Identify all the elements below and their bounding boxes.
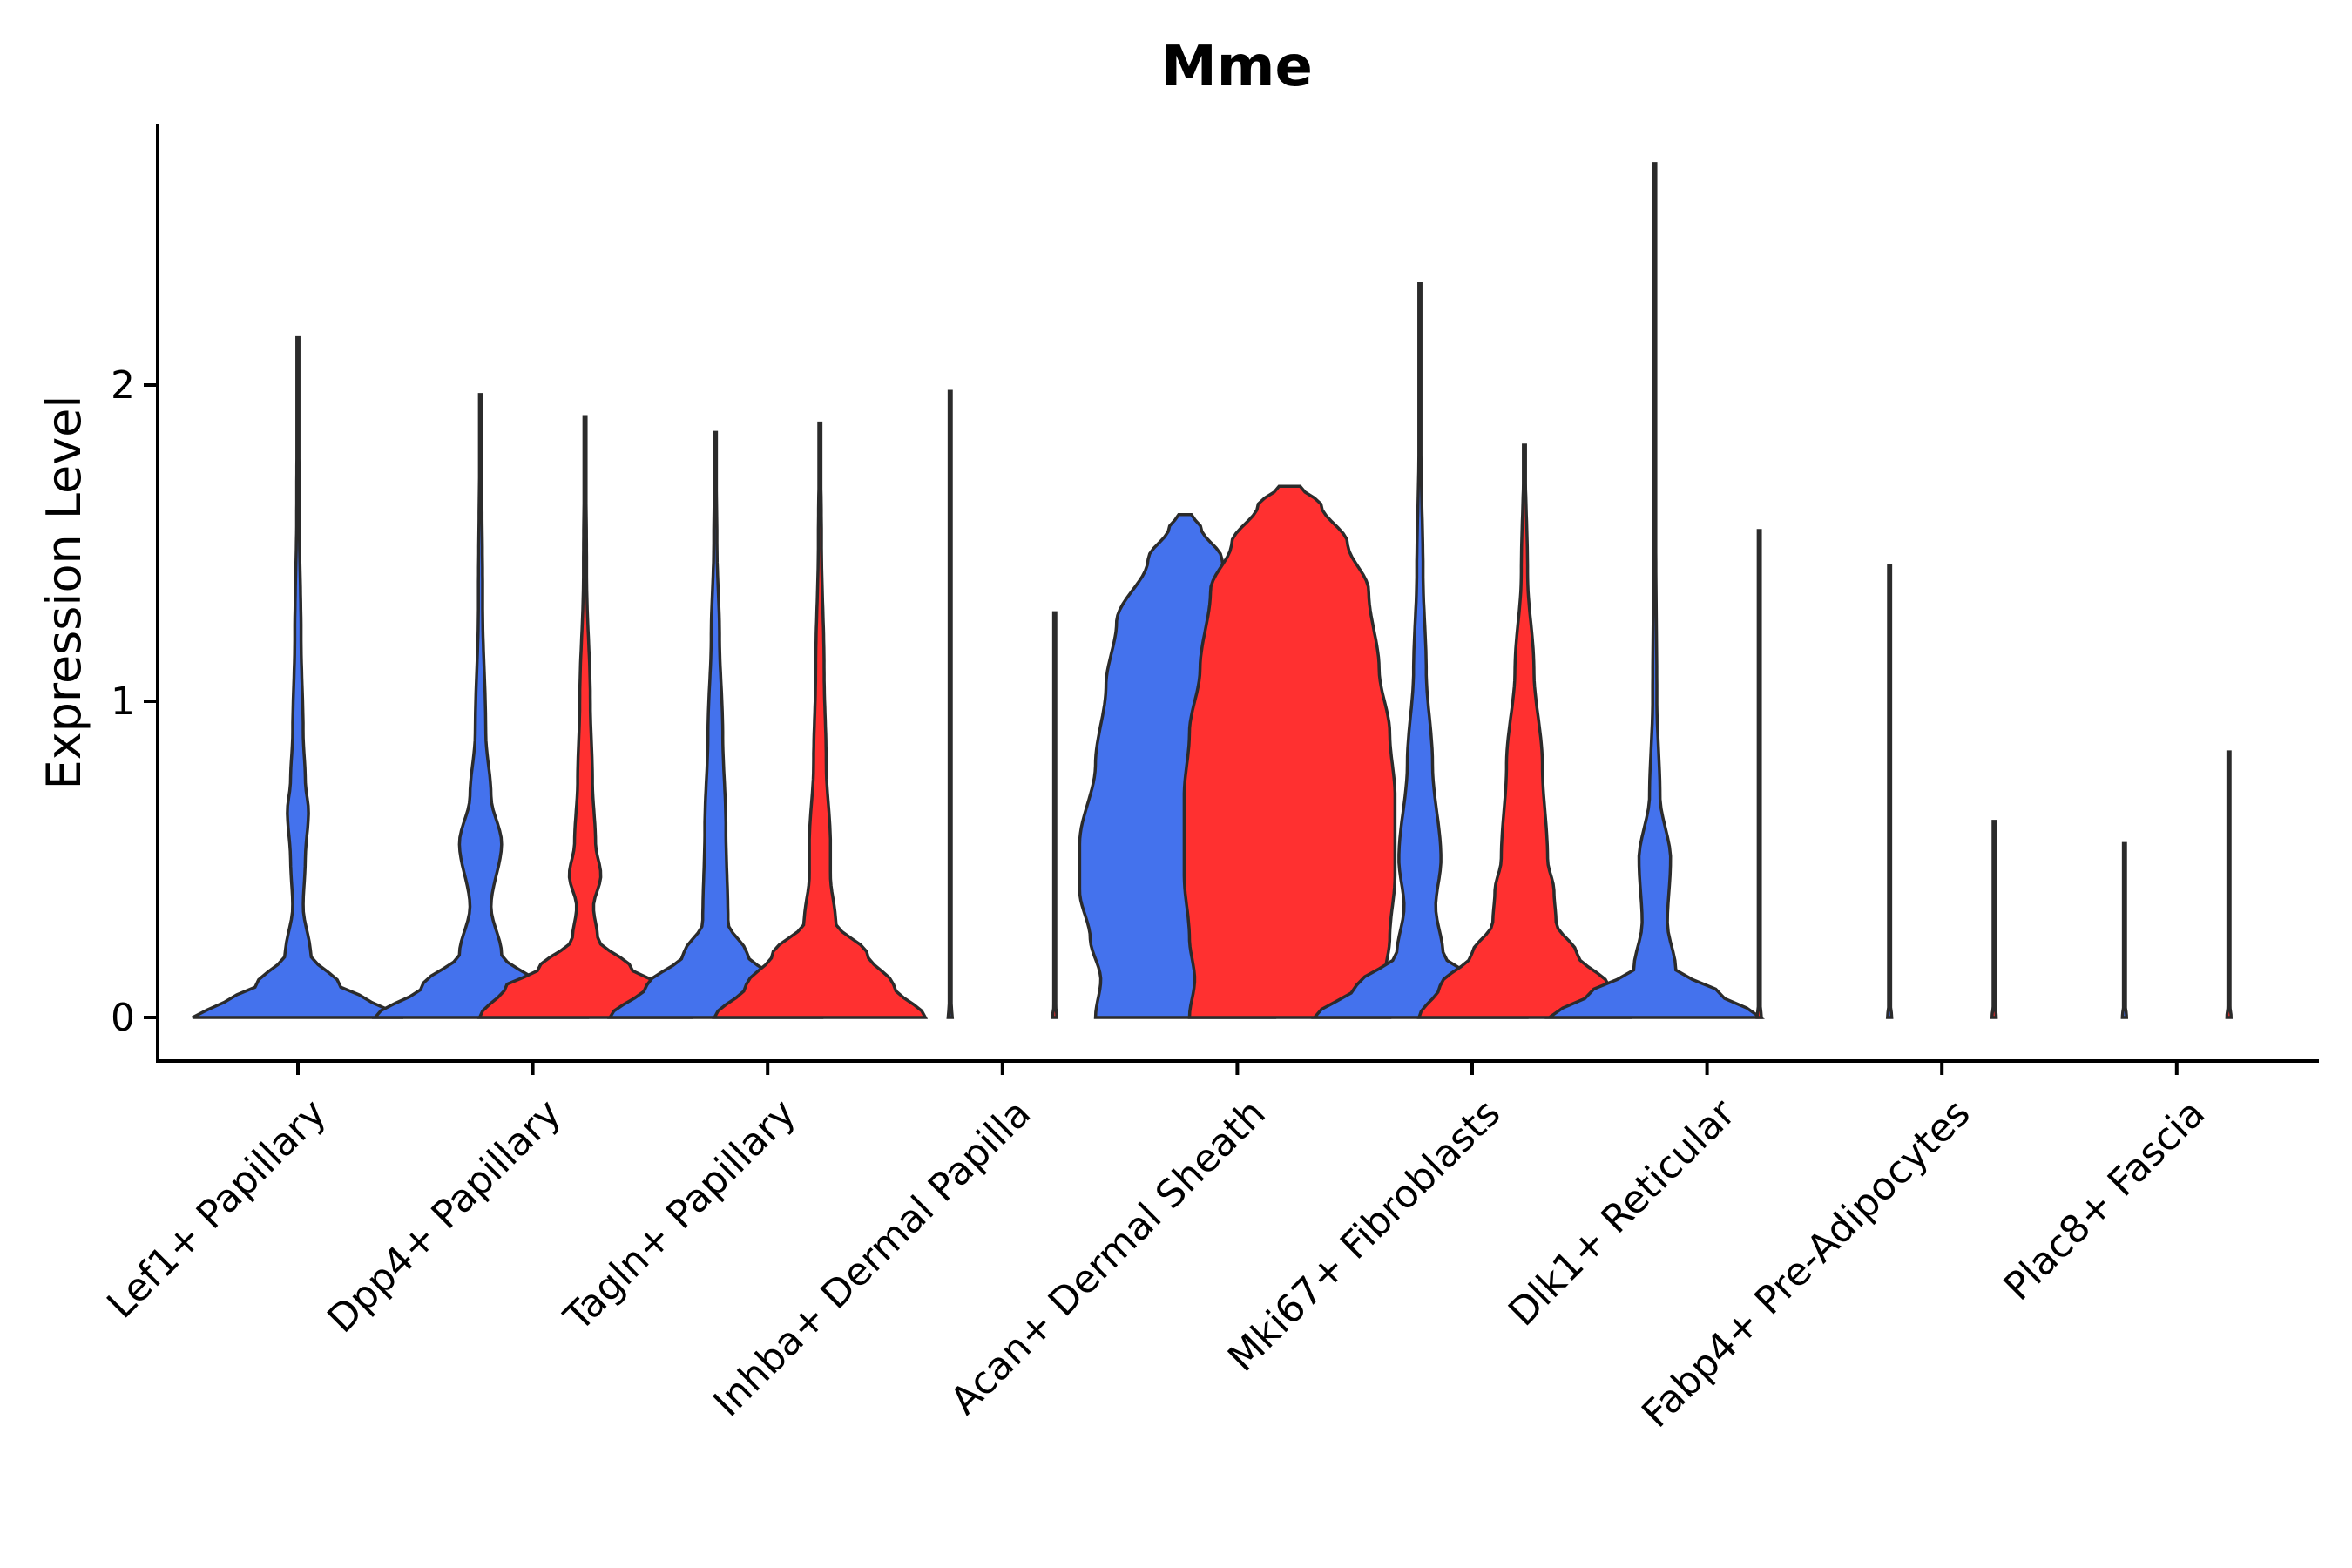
- violin-dlk1-reticular-red: [1755, 529, 1763, 1019]
- violin-mki67-fibroblasts-red: [1416, 443, 1632, 1019]
- violin-tagln-papillary-red: [712, 421, 929, 1019]
- violin-inhba-dermal-papilla-red: [1051, 611, 1059, 1019]
- violin-inhba-dermal-papilla-blue: [946, 389, 955, 1019]
- violin-tagln-papillary-blue: [607, 430, 824, 1019]
- y-axis-label: Expression Level: [37, 395, 91, 790]
- violins-layer: [192, 162, 2234, 1019]
- x-tick-label-tagln-papillary: Tagln+ Papillary: [555, 1091, 804, 1340]
- violin-fabp4-pre-adipocytes-blue: [1885, 564, 1894, 1019]
- violin-plac8-fascia-blue: [2120, 841, 2129, 1019]
- violin-acan-dermal-sheath-red: [1182, 484, 1397, 1019]
- violin-dpp4-papillary-red: [476, 415, 693, 1019]
- axes-frame: [156, 124, 2319, 1063]
- violin-mki67-fibroblasts-blue: [1311, 282, 1529, 1019]
- y-tick-label: 2: [111, 363, 135, 408]
- x-tick-label-plac8-fascia: Plac8+ Fascia: [1996, 1091, 2214, 1309]
- violin-lef1-papillary-blue: [192, 335, 404, 1019]
- y-ticks: 0 1 2: [111, 363, 158, 1040]
- y-tick-label: 0: [111, 996, 135, 1040]
- x-tick-label-dpp4-papillary: Dpp4+ Papillary: [319, 1091, 570, 1342]
- violin-dlk1-reticular-blue: [1544, 162, 1766, 1019]
- violin-dpp4-papillary-blue: [371, 393, 590, 1019]
- x-tick-label-mki67-fibroblasts: Mki67+ Fibroblasts: [1220, 1091, 1509, 1380]
- chart-title: Mme: [1161, 35, 1313, 99]
- x-tick-label-lef1-papillary: Lef1+ Papillary: [98, 1091, 335, 1327]
- y-tick-label: 1: [111, 679, 135, 724]
- x-tick-label-dlk1-reticular: Dlk1+ Reticular: [1500, 1091, 1745, 1335]
- violin-fabp4-pre-adipocytes-red: [1990, 820, 1998, 1019]
- violin-plac8-fascia-red: [2225, 750, 2234, 1019]
